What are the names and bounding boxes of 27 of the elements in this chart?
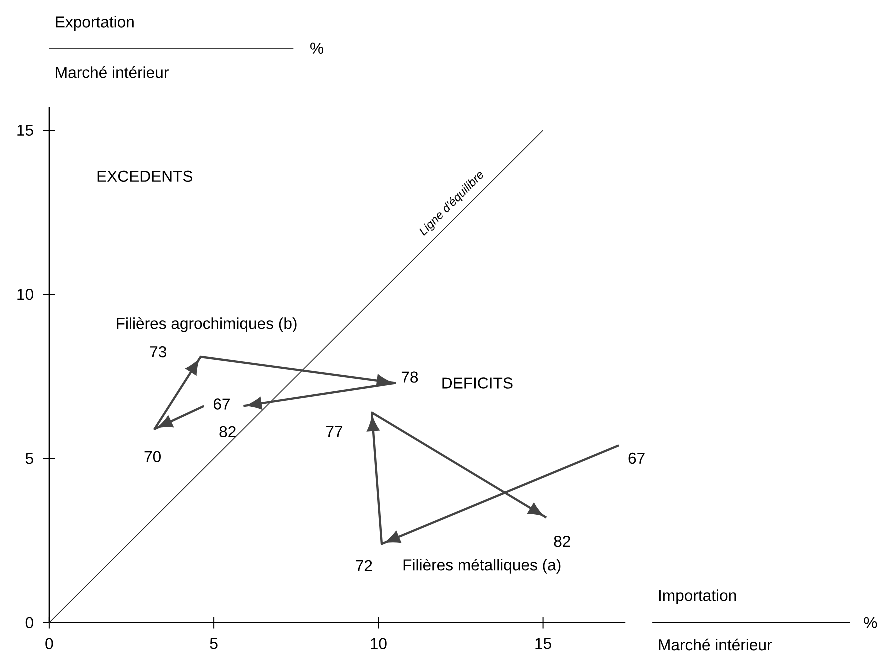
text: % [310, 42, 324, 54]
y-tick-label: 10 [18, 288, 34, 300]
text: % [864, 617, 878, 628]
annotation: 67 [628, 452, 645, 464]
y-axis-title: Exportation [56, 16, 134, 31]
legend-label: Filières métalliques (a) [404, 558, 561, 574]
annotation: DEFICITS [442, 377, 513, 389]
x-tick-label: 15 [536, 638, 552, 650]
x-axis-title: Importation [659, 589, 736, 604]
text: Marché intérieur [659, 638, 772, 650]
x-tick-label: 5 [210, 638, 218, 650]
x-tick-label: 0 [46, 638, 54, 650]
text: Filières agrochimiques (b) [117, 317, 297, 332]
annotation: 73 [150, 346, 166, 358]
annotation: 82 [554, 536, 570, 547]
y-tick-label: 5 [26, 452, 34, 464]
annotation: 67 [214, 398, 230, 410]
y-tick-label: 0 [26, 617, 34, 628]
text: Marché intérieur [56, 66, 169, 78]
annotation: 78 [402, 371, 418, 383]
annotation: 82 [220, 426, 236, 438]
y-tick-label: 15 [18, 124, 34, 136]
annotation: 72 [356, 560, 372, 572]
annotation: 77 [326, 426, 343, 437]
x-tick-label: 10 [371, 638, 387, 650]
annotation: 70 [144, 451, 161, 462]
annotation: EXCEDENTS [98, 170, 193, 182]
